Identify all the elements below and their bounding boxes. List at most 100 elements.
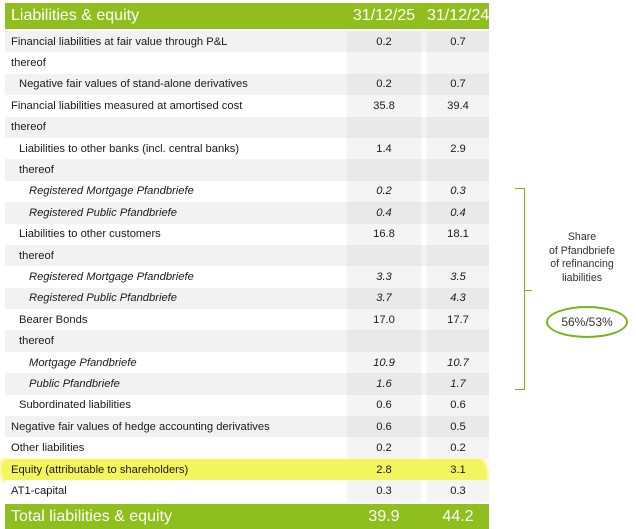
row-label: thereof (11, 57, 46, 70)
row-label: Mortgage Pfandbriefe (29, 356, 137, 369)
table-row: thereof (5, 244, 489, 267)
table-row: thereof (5, 330, 489, 352)
header-title: Liabilities & equity (11, 7, 140, 24)
pfandbriefe-bracket-tick (524, 290, 532, 291)
row-value-2024 (427, 159, 489, 181)
table-row: Financial liabilities at fair value thro… (5, 31, 489, 53)
table-row: Registered Mortgage Pfandbriefe 3.3 3.5 (5, 266, 489, 288)
table-row: Liabilities to other banks (incl. centra… (5, 137, 489, 160)
table-row: thereof (5, 52, 489, 74)
row-value-2025: 3.3 (347, 266, 421, 288)
row-value-2024: 1.7 (427, 373, 489, 395)
table-row: Equity (attributable to shareholders) 2.… (5, 459, 489, 480)
row-value-2024: 39.4 (427, 95, 489, 117)
row-label: thereof (19, 164, 54, 177)
row-value-2024 (427, 116, 489, 138)
row-label: Registered Public Pfandbriefe (29, 206, 178, 219)
row-value-2024: 10.7 (427, 351, 489, 374)
row-label: thereof (19, 335, 54, 348)
row-label: Bearer Bonds (19, 313, 88, 326)
row-value-2025: 0.4 (347, 202, 421, 224)
table-row: Subordinated liabilities 0.6 0.6 (5, 394, 489, 417)
row-label: Registered Mortgage Pfandbriefe (29, 270, 194, 283)
row-value-2025: 1.4 (347, 137, 421, 160)
row-label: Liabilities to other banks (incl. centra… (19, 142, 240, 155)
table-row: Registered Public Pfandbriefe 3.7 4.3 (5, 287, 489, 310)
share-annotation-line: of refinancing (550, 258, 614, 270)
liabilities-equity-table: Liabilities & equity 31/12/25 31/12/24 F… (5, 3, 490, 529)
row-value-2024: 3.1 (450, 463, 466, 476)
row-label: Negative fair values of hedge accounting… (11, 420, 270, 433)
row-value-2024: 0.3 (427, 180, 489, 203)
table-footer: Total liabilities & equity 39.9 44.2 (5, 503, 489, 529)
table-row: AT1-capital 0.3 0.3 (5, 480, 489, 502)
table-row: Registered Mortgage Pfandbriefe 0.2 0.3 (5, 180, 489, 203)
row-value-2024: 0.4 (427, 202, 489, 224)
share-ratio-oval: 56%/53% (546, 306, 628, 338)
row-label: Financial liabilities measured at amorti… (11, 99, 243, 112)
row-label: Other liabilities (11, 442, 85, 455)
row-label: Subordinated liabilities (19, 399, 131, 412)
row-label: Registered Public Pfandbriefe (29, 292, 178, 305)
row-value-2025: 17.0 (347, 309, 421, 331)
row-value-2024: 18.1 (427, 223, 489, 245)
pfandbriefe-bracket (515, 188, 525, 390)
row-value-2024 (427, 52, 489, 74)
row-value-2024: 0.5 (427, 416, 489, 438)
row-value-2024 (427, 330, 489, 352)
table-row: thereof (5, 116, 489, 138)
table-row: Public Pfandbriefe 1.6 1.7 (5, 373, 489, 395)
share-annotation: Share of Pfandbriefe of refinancing liab… (530, 231, 634, 285)
row-value-2024: 17.7 (427, 309, 489, 331)
share-annotation-line: of Pfandbriefe (549, 244, 615, 257)
row-value-2024: 0.7 (427, 31, 489, 53)
table-header: Liabilities & equity 31/12/25 31/12/24 (5, 3, 490, 29)
row-label: Public Pfandbriefe (29, 377, 120, 390)
row-value-2024 (427, 244, 489, 267)
row-value-2025: 0.6 (347, 416, 421, 438)
row-value-2025: 0.2 (347, 31, 421, 53)
row-value-2025 (347, 52, 421, 74)
share-annotation-line: Share (567, 231, 597, 243)
footer-value-2025: 39.9 (347, 503, 421, 529)
row-value-2024: 2.9 (427, 137, 489, 160)
table-row: Mortgage Pfandbriefe 10.9 10.7 (5, 351, 489, 374)
row-value-2024: 0.7 (427, 73, 489, 96)
table-row: Registered Public Pfandbriefe 0.4 0.4 (5, 202, 489, 224)
row-value-2024: 3.5 (427, 266, 489, 288)
row-value-2024: 4.3 (427, 287, 489, 310)
table-row: Negative fair values of hedge accounting… (5, 416, 489, 438)
row-label: Negative fair values of stand-alone deri… (19, 78, 248, 91)
row-value-2025: 35.8 (347, 95, 421, 117)
row-value-2025: 10.9 (347, 351, 421, 374)
row-value-2025: 0.2 (347, 73, 421, 96)
row-value-2025: 0.3 (347, 480, 421, 502)
row-label: Equity (attributable to shareholders) (11, 463, 189, 476)
table-row: Liabilities to other customers 16.8 18.1 (5, 223, 489, 245)
row-label: Financial liabilities at fair value thro… (11, 35, 228, 48)
row-value-2025 (347, 159, 421, 181)
table-row: Bearer Bonds 17.0 17.7 (5, 309, 489, 331)
row-label: Liabilities to other customers (19, 228, 161, 241)
row-value-2025: 1.6 (347, 373, 421, 395)
row-value-2024: 0.3 (427, 480, 489, 502)
row-value-2025: 0.6 (347, 394, 421, 417)
row-value-2025: 2.8 (376, 463, 392, 476)
row-value-2025 (347, 116, 421, 138)
share-ratio-value: 56%/53% (561, 315, 613, 329)
row-value-2025 (347, 330, 421, 352)
row-value-2025: 16.8 (347, 223, 421, 245)
header-col-2025: 31/12/25 (347, 3, 421, 29)
row-value-2024: 0.2 (427, 437, 489, 459)
row-label: thereof (11, 121, 46, 134)
row-value-2025: 0.2 (347, 180, 421, 203)
row-value-2025: 3.7 (347, 287, 421, 310)
header-col-2024: 31/12/24 (427, 3, 490, 29)
share-annotation-line: liabilities (561, 271, 603, 284)
row-label: thereof (19, 249, 54, 262)
table-row: Other liabilities 0.2 0.2 (5, 437, 489, 459)
row-value-2025 (347, 244, 421, 267)
row-label: Registered Mortgage Pfandbriefe (29, 185, 194, 198)
footer-value-2024: 44.2 (427, 503, 489, 529)
footer-label: Total liabilities & equity (11, 507, 172, 525)
